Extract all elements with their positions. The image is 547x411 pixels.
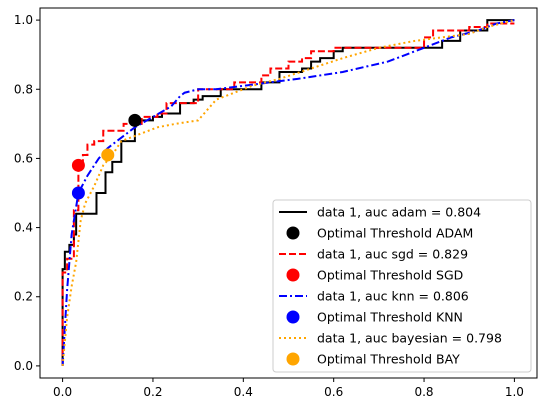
y-tick-label-5: 1.0 — [14, 13, 33, 27]
threshold-marker-0 — [128, 113, 142, 127]
x-tick-label-2: 0.4 — [234, 385, 253, 399]
x-tick-label-5: 1.0 — [505, 385, 524, 399]
legend-label-7: Optimal Threshold BAY — [317, 352, 460, 367]
series-line-2 — [61, 19, 515, 366]
plot-frame — [39, 7, 538, 379]
legend-swatch-3 — [286, 268, 300, 282]
y-tick-label-4: 0.8 — [14, 82, 33, 96]
legend: data 1, auc adam = 0.804 Optimal Threshol… — [272, 199, 532, 373]
threshold-marker-3 — [101, 148, 115, 162]
x-tick-label-0: 0.0 — [53, 385, 72, 399]
threshold-marker-1 — [71, 158, 85, 172]
legend-label-3: Optimal Threshold SGD — [317, 268, 463, 283]
y-tick-label-0: 0.0 — [14, 359, 33, 373]
legend-swatch-1 — [286, 226, 300, 240]
legend-swatch-7 — [286, 352, 300, 366]
plot-area — [39, 7, 538, 379]
legend-label-5: Optimal Threshold KNN — [317, 310, 463, 325]
legend-label-2: data 1, auc sgd = 0.829 — [317, 247, 468, 262]
x-tick-label-4: 0.8 — [414, 385, 433, 399]
y-tick-label-3: 0.6 — [14, 151, 33, 165]
legend-swatch-5 — [286, 310, 300, 324]
legend-label-0: data 1, auc adam = 0.804 — [317, 205, 481, 220]
legend-label-1: Optimal Threshold ADAM — [317, 226, 473, 241]
threshold-marker-2 — [71, 186, 85, 200]
series-line-3 — [61, 19, 515, 366]
y-tick-label-1: 0.2 — [14, 290, 33, 304]
legend-label-4: data 1, auc knn = 0.806 — [317, 289, 469, 304]
y-axis: 0.0 0.2 0.4 0.6 0.8 1.0 — [14, 13, 40, 373]
legend-label-6: data 1, auc bayesian = 0.798 — [317, 331, 502, 346]
legend-box — [272, 199, 532, 373]
x-axis: 0.0 0.2 0.4 0.6 0.8 1.0 — [53, 378, 524, 399]
y-tick-label-2: 0.4 — [14, 221, 33, 235]
x-tick-label-3: 0.6 — [324, 385, 343, 399]
x-tick-label-1: 0.2 — [143, 385, 162, 399]
